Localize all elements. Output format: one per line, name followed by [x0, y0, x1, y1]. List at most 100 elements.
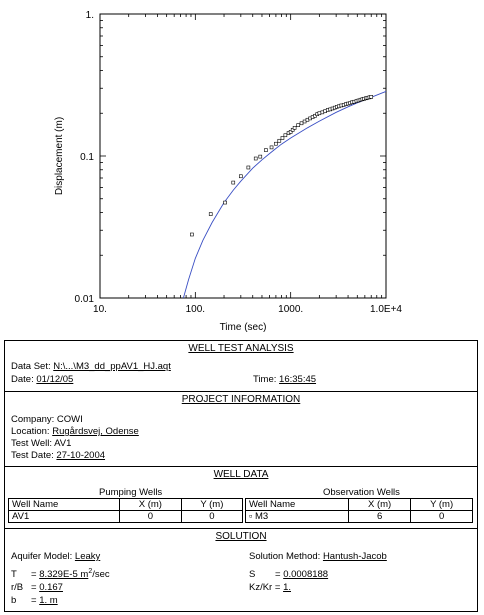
- well-data-title: WELL DATA: [213, 469, 269, 480]
- data-point: [369, 95, 374, 99]
- pumping-wells-title: Pumping Wells: [99, 487, 163, 498]
- observation-col-x: X (m): [347, 498, 412, 511]
- location-label: Location:: [11, 426, 50, 437]
- data-point: [274, 141, 278, 146]
- project-title: PROJECT INFORMATION: [181, 394, 301, 405]
- test-date-label: Test Date:: [11, 450, 54, 461]
- thickness-value: 1. m: [39, 595, 58, 606]
- pumping-well-x: 0: [119, 510, 182, 523]
- aquifer-model-label: Aquifer Model:: [11, 551, 73, 562]
- aquifer-model-row: Aquifer Model: Leaky: [11, 551, 100, 562]
- data-point: [190, 232, 194, 237]
- transmissivity-value: 8.329E-5 m: [39, 569, 89, 580]
- observation-wells-title: Observation Wells: [323, 487, 400, 498]
- data-point: [283, 133, 288, 138]
- test-date-row: Test Date: 27-10-2004: [11, 450, 105, 461]
- x-axis-label: Time (sec): [220, 322, 267, 333]
- data-point: [277, 138, 282, 143]
- observation-well-name: M3: [255, 511, 269, 522]
- storativity-label: S: [249, 569, 256, 580]
- time-row: Time: 16:35:45: [253, 374, 316, 385]
- data-set-value: N:\...\M3_dd_ppAV1_HJ.aqt: [53, 361, 171, 372]
- y-tick-label: 0.1: [80, 152, 94, 163]
- data-point: [253, 156, 258, 161]
- data-point: [258, 154, 263, 159]
- pumping-well-name: AV1: [8, 510, 120, 523]
- analysis-title: WELL TEST ANALYSIS: [188, 343, 294, 354]
- rb-row: = 0.167: [31, 582, 63, 593]
- well-data-section: WELL DATA Pumping Wells Observation Well…: [5, 467, 477, 529]
- solution-method-row: Solution Method: Hantush-Jacob: [249, 551, 387, 562]
- pumping-col-name: Well Name: [8, 498, 120, 511]
- data-point: [288, 130, 293, 134]
- storativity-row: = 0.0008188: [275, 569, 329, 580]
- transmissivity-row: = 8.329E-5 m2/sec: [31, 568, 110, 580]
- pumping-header-row: Well Name X (m) Y (m): [8, 498, 244, 511]
- location-row: Location: Rugårdsvej, Odense: [11, 426, 139, 437]
- analysis-section: WELL TEST ANALYSIS Data Set: N:\...\M3_d…: [5, 341, 477, 392]
- transmissivity-exponent: 2: [88, 568, 93, 575]
- pumping-col-y: Y (m): [180, 498, 244, 511]
- well-test-report: WELL TEST ANALYSIS Data Set: N:\...\M3_d…: [4, 340, 478, 612]
- kz-kr-row: Kz/Kr = 1.: [249, 582, 291, 593]
- observation-marker-icon: ▫: [249, 511, 253, 522]
- y-axis-label: Displacement (m): [54, 117, 65, 195]
- data-set-row: Data Set: N:\...\M3_dd_ppAV1_HJ.aqt: [11, 361, 171, 372]
- data-point: [317, 111, 322, 116]
- time-label: Time:: [253, 374, 277, 385]
- observation-well-cell: ▫ M3: [245, 510, 349, 523]
- observation-wells-table: Well Name X (m) Y (m) ▫ M3 6 0: [245, 498, 473, 523]
- date-row: Date: 01/12/05: [11, 374, 73, 385]
- data-point: [302, 119, 307, 124]
- project-section: PROJECT INFORMATION Company: COWI Locati…: [5, 392, 477, 467]
- observation-row: ▫ M3 6 0: [245, 510, 473, 523]
- x-tick-label: 1000.: [278, 304, 303, 315]
- x-tick-label: 100.: [186, 304, 205, 315]
- observation-col-name: Well Name: [245, 498, 349, 511]
- data-point: [292, 125, 297, 130]
- thickness-label: b: [11, 595, 17, 606]
- transmissivity-label: T: [11, 569, 17, 580]
- plot-frame: [99, 13, 387, 299]
- y-tick-label: 1.: [86, 10, 94, 21]
- time-value: 16:35:45: [279, 374, 317, 385]
- aquifer-model-value: Leaky: [74, 551, 101, 562]
- pumping-wells-table: Well Name X (m) Y (m) AV1 0 0: [8, 498, 244, 523]
- data-point: [264, 148, 268, 152]
- x-tick-label: 1.0E+4: [370, 304, 402, 315]
- data-point: [223, 200, 227, 205]
- transmissivity-unit: /sec: [92, 569, 110, 580]
- observation-well-y: 0: [410, 510, 473, 523]
- solution-title: SOLUTION: [215, 531, 267, 542]
- observation-well-x: 6: [347, 510, 412, 523]
- data-point: [239, 174, 243, 179]
- rb-label: r/B: [11, 582, 24, 593]
- test-well-row: Test Well: AV1: [11, 438, 72, 449]
- type-curve: [182, 90, 387, 299]
- data-point: [280, 136, 285, 140]
- pumping-col-x: X (m): [119, 498, 182, 511]
- solution-method-value: Hantush-Jacob: [322, 551, 387, 562]
- kz-kr-value: 1.: [283, 582, 291, 593]
- observation-col-y: Y (m): [410, 498, 473, 511]
- rb-value: 0.167: [39, 582, 63, 593]
- solution-method-label: Solution Method:: [249, 551, 321, 562]
- data-point: [231, 180, 236, 185]
- date-value: 01/12/05: [36, 374, 74, 385]
- drawdown-plot: 10. 100. 1000. 1.0E+4 0.01 0.1 1. Time (sec) D…: [54, 10, 402, 333]
- data-point: [296, 123, 301, 127]
- data-point: [269, 145, 274, 150]
- location-value: Rugårdsvej, Odense: [52, 426, 139, 437]
- date-label: Date:: [11, 374, 34, 385]
- thickness-row: = 1. m: [31, 595, 58, 606]
- kz-kr-label: Kz/Kr: [249, 582, 273, 593]
- data-point: [290, 127, 295, 132]
- pumping-row: AV1 0 0: [8, 510, 244, 523]
- test-date-value: 27-10-2004: [56, 450, 106, 461]
- data-set-label: Data Set:: [11, 361, 51, 372]
- pumping-well-y: 0: [180, 510, 244, 523]
- observation-header-row: Well Name X (m) Y (m): [245, 498, 473, 511]
- company-row: Company: COWI: [11, 414, 83, 425]
- x-tick-label: 10.: [93, 304, 107, 315]
- data-point: [208, 212, 213, 216]
